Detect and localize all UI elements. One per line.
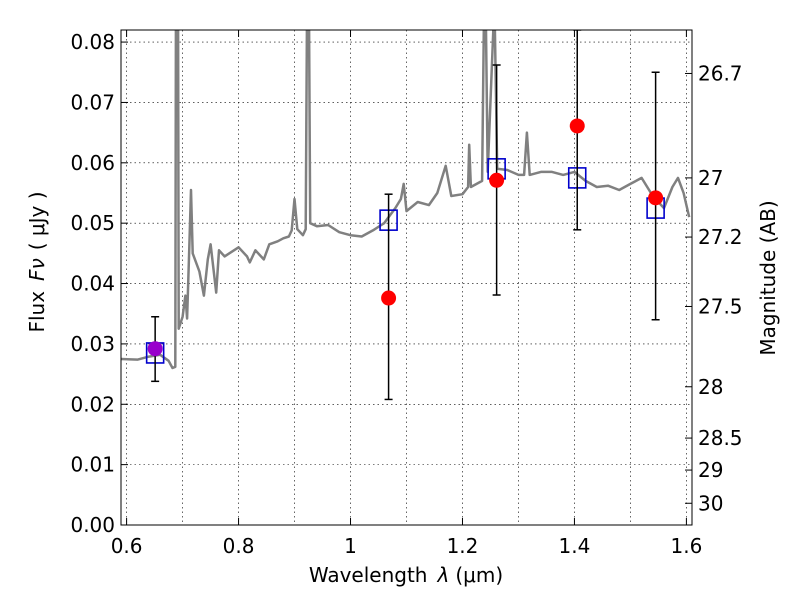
y-tick-label: 0.01 bbox=[70, 453, 115, 477]
y-tick-label: 0.05 bbox=[70, 211, 115, 235]
observed-flux-point bbox=[147, 341, 163, 357]
x-axis-label-prefix: Wavelength bbox=[309, 563, 428, 587]
observed-flux-point bbox=[489, 172, 505, 188]
x-axis-label: Wavelength λ (μm) bbox=[309, 563, 503, 587]
magnitude-tick-label: 28 bbox=[698, 375, 723, 399]
x-tick-label: 1.6 bbox=[670, 534, 702, 558]
x-axis-label-symbol: λ bbox=[437, 563, 450, 587]
plot-content bbox=[121, 30, 691, 401]
model-spectrum-line bbox=[121, 30, 691, 370]
magnitude-tick-label: 30 bbox=[698, 491, 723, 515]
x-tick-label: 1.2 bbox=[447, 534, 479, 558]
magnitude-axis-tick-labels: 26.7 27 27.2 27.5 28 28.5 29 30 bbox=[698, 61, 743, 515]
magnitude-tick-label: 27.2 bbox=[698, 225, 743, 249]
magnitude-axis-label: Magnitude (AB) bbox=[756, 200, 780, 355]
y-tick-label: 0.06 bbox=[70, 151, 115, 175]
x-tick-label: 0.8 bbox=[223, 534, 255, 558]
x-tick-label: 1.4 bbox=[559, 534, 591, 558]
observed-flux-point bbox=[648, 190, 664, 206]
y-tick-label: 0.07 bbox=[70, 90, 115, 114]
observed-flux-point bbox=[569, 118, 585, 134]
y-axis-label: Flux Fν ( μJy ) bbox=[25, 191, 49, 332]
y-tick-label: 0.00 bbox=[70, 513, 115, 537]
y-tick-label: 0.03 bbox=[70, 332, 115, 356]
x-axis-tick-labels: 0.6 0.8 1 1.2 1.4 1.6 bbox=[111, 534, 703, 558]
magnitude-tick-label: 27.5 bbox=[698, 294, 743, 318]
x-axis-label-unit: (μm) bbox=[455, 563, 503, 587]
magnitude-tick-label: 29 bbox=[698, 458, 723, 482]
magnitude-tick-label: 28.5 bbox=[698, 426, 743, 450]
plot-frame bbox=[120, 29, 693, 526]
x-tick-label: 0.6 bbox=[111, 534, 143, 558]
magnitude-tick-label: 26.7 bbox=[698, 61, 743, 85]
y-axis-label-symbol: Fν bbox=[25, 258, 49, 281]
magnitude-tick-label: 27 bbox=[698, 166, 723, 190]
observed-flux-point bbox=[381, 290, 397, 306]
axis-ticks bbox=[121, 30, 692, 526]
y-tick-label: 0.04 bbox=[70, 272, 115, 296]
y-axis-label-prefix: Flux bbox=[25, 291, 49, 333]
y-tick-label: 0.08 bbox=[70, 30, 115, 54]
x-tick-label: 1 bbox=[344, 534, 357, 558]
y-tick-label: 0.02 bbox=[70, 392, 115, 416]
y-axis-label-unit: ( μJy ) bbox=[25, 191, 49, 250]
y-axis-tick-labels: 0.00 0.01 0.02 0.03 0.04 0.05 0.06 0.07 0.08 bbox=[70, 30, 115, 537]
